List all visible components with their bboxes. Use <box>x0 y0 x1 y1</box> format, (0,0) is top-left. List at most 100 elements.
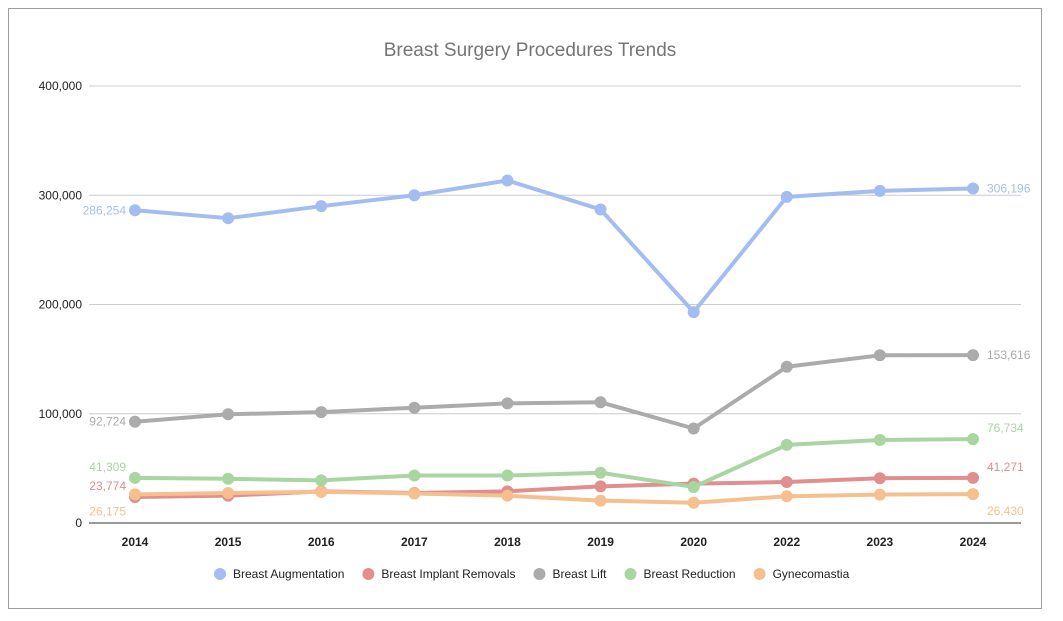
data-point <box>873 488 886 501</box>
data-label: 286,254 <box>83 203 127 217</box>
data-point <box>408 189 421 202</box>
legend-label: Breast Reduction <box>644 567 736 581</box>
data-point <box>501 174 514 187</box>
data-point <box>780 438 793 451</box>
data-point <box>687 480 700 493</box>
data-point <box>594 203 607 216</box>
data-point <box>501 489 514 502</box>
data-point <box>594 396 607 409</box>
legend-label: Gynecomastia <box>773 567 850 581</box>
data-point <box>873 433 886 446</box>
data-point <box>129 415 141 428</box>
series-line <box>133 489 975 505</box>
legend-item: Gynecomastia <box>753 567 850 581</box>
data-label: 41,271 <box>987 460 1024 474</box>
data-labels: 286,254 306,196 92,724 153,616 41,309 76,734 2… <box>83 181 1031 518</box>
gridlines <box>89 85 1021 415</box>
y-tick-label: 0 <box>75 516 82 530</box>
data-point <box>129 471 141 484</box>
chart-frame <box>8 8 1042 609</box>
legend-marker <box>533 568 546 580</box>
y-tick-label: 300,000 <box>39 188 83 202</box>
legend-item: Breast Augmentation <box>214 567 344 581</box>
data-point <box>501 397 514 410</box>
legend-marker <box>753 568 766 580</box>
data-point <box>967 433 979 446</box>
x-tick-label: 2017 <box>401 535 428 549</box>
x-tick-label: 2024 <box>960 535 987 549</box>
legend-marker <box>362 568 375 580</box>
data-point <box>594 466 607 479</box>
legend-label: Breast Implant Removals <box>381 567 515 581</box>
data-label: 26,175 <box>89 504 126 518</box>
data-point <box>222 212 235 225</box>
legend-item: Breast Lift <box>533 567 607 581</box>
series-gynecomastia <box>129 485 979 509</box>
data-point <box>222 408 235 421</box>
data-point <box>408 401 421 414</box>
x-tick-label: 2023 <box>867 535 894 549</box>
data-point <box>687 306 700 319</box>
x-tick-label: 2019 <box>587 535 614 549</box>
series-lines <box>129 174 979 509</box>
x-tick-label: 2015 <box>215 535 242 549</box>
y-axis: 0 100,000 200,000 300,000 400,000 <box>39 79 83 530</box>
data-point <box>408 487 421 500</box>
data-point <box>687 422 700 435</box>
data-label: 41,309 <box>89 460 126 474</box>
legend: Breast Augmentation Breast Implant Remova… <box>214 567 850 581</box>
data-point <box>967 349 979 362</box>
data-point <box>687 496 700 509</box>
data-point <box>873 472 886 485</box>
data-point <box>222 472 235 485</box>
y-tick-label: 200,000 <box>39 298 83 312</box>
x-tick-label: 2020 <box>680 535 707 549</box>
data-point <box>780 360 793 373</box>
data-point <box>129 488 141 501</box>
data-point <box>780 190 793 203</box>
data-point <box>780 490 793 503</box>
data-point <box>594 494 607 507</box>
y-tick-label: 100,000 <box>39 407 83 421</box>
data-label: 26,430 <box>987 504 1024 518</box>
series-line <box>133 178 975 315</box>
legend-item: Breast Implant Removals <box>362 567 515 581</box>
legend-marker <box>214 568 226 580</box>
y-tick-label: 400,000 <box>39 79 83 93</box>
data-point <box>408 469 421 482</box>
data-point <box>315 485 328 498</box>
data-label: 306,196 <box>987 181 1031 195</box>
data-label: 23,774 <box>89 479 126 493</box>
series-line <box>133 353 975 431</box>
data-label: 92,724 <box>89 415 126 429</box>
legend-label: Breast Lift <box>552 567 607 581</box>
chart-title: Breast Surgery Procedures Trends <box>384 40 677 61</box>
data-label: 153,616 <box>987 348 1031 362</box>
data-point <box>967 182 979 195</box>
data-point <box>967 471 979 484</box>
series-breast-reduction <box>129 433 979 493</box>
x-tick-label: 2022 <box>773 535 800 549</box>
data-point <box>501 469 514 482</box>
data-point <box>315 200 328 213</box>
data-point <box>873 184 886 197</box>
data-point <box>315 406 328 419</box>
legend-item: Breast Reduction <box>624 567 736 581</box>
x-tick-label: 2014 <box>122 535 149 549</box>
data-point <box>780 476 793 489</box>
data-point <box>222 486 235 499</box>
series-breast-augmentation <box>129 174 979 319</box>
x-axis: 2014 2015 2016 2017 2018 2019 2020 2022 2023 2024 <box>122 535 987 549</box>
data-point <box>967 488 979 501</box>
series-breast-lift <box>129 349 979 435</box>
data-label: 76,734 <box>987 421 1024 435</box>
data-point <box>873 349 886 362</box>
data-point <box>594 480 607 493</box>
data-point <box>315 474 328 487</box>
legend-marker <box>624 568 637 580</box>
x-tick-label: 2018 <box>494 535 521 549</box>
legend-label: Breast Augmentation <box>233 567 344 581</box>
series-line <box>133 437 975 489</box>
data-point <box>129 204 141 217</box>
